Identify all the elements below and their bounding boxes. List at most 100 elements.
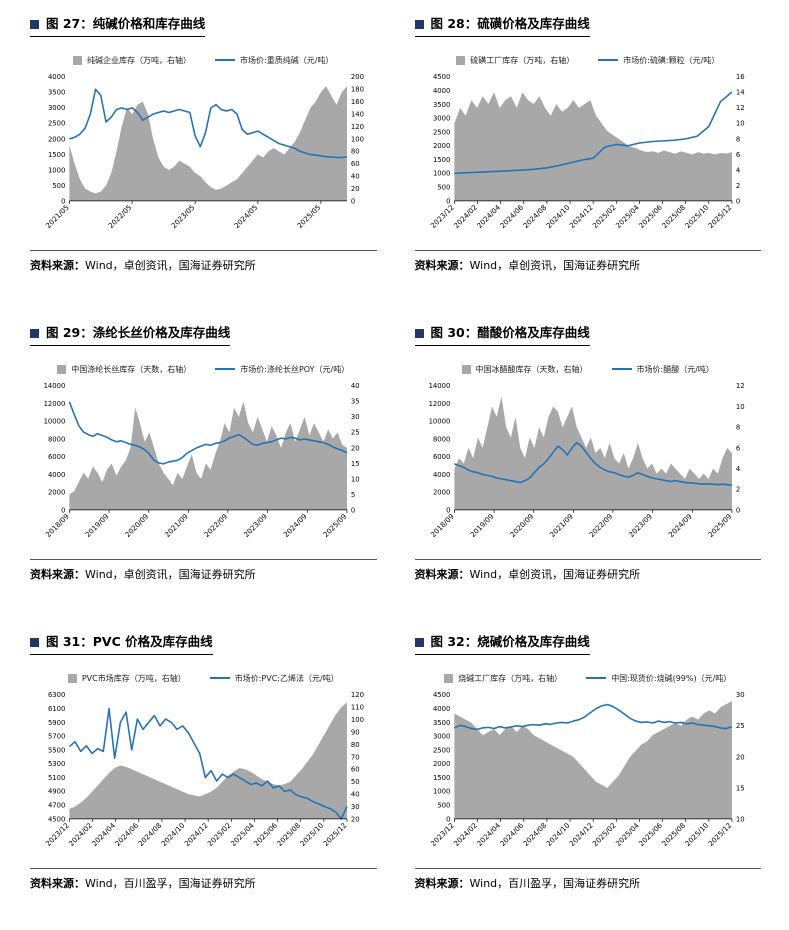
figure-29-title-text: 图 29：涤纶长丝价格及库存曲线 [46, 325, 231, 341]
svg-text:2024/04: 2024/04 [474, 820, 502, 848]
line-swatch-icon [209, 677, 230, 680]
legend-label-inventory: 中国冰醋酸库存（天数，右轴） [475, 364, 588, 374]
figure-28-title: 图 28：硫磺价格及库存曲线 [414, 18, 590, 37]
svg-text:0: 0 [446, 506, 450, 514]
svg-text:2025/06: 2025/06 [636, 202, 664, 230]
svg-text:80: 80 [351, 147, 360, 155]
svg-text:0: 0 [735, 197, 739, 205]
svg-text:0: 0 [351, 506, 355, 514]
svg-text:2024/02: 2024/02 [451, 203, 478, 230]
svg-text:2023/09: 2023/09 [626, 512, 653, 539]
figure-29-legend: 中国涤纶长丝库存（天数，右轴） 市场价:涤纶长丝POY（元/吨） [30, 364, 377, 375]
svg-text:5700: 5700 [48, 732, 66, 740]
svg-text:6300: 6300 [48, 691, 66, 699]
svg-text:10: 10 [735, 815, 744, 823]
svg-text:120: 120 [351, 123, 364, 131]
legend-item-price: 市场价:硫磺:颗粒（元/吨） [598, 55, 719, 66]
figure-32-chart-canvas: 0 500 1000 1500 2000 2500 3000 3500 4000 4500 10 15… [415, 687, 762, 866]
svg-text:2025/02: 2025/02 [206, 820, 233, 847]
svg-text:14000: 14000 [428, 382, 450, 390]
svg-text:500: 500 [437, 801, 450, 809]
svg-text:60: 60 [351, 765, 360, 773]
svg-text:15: 15 [351, 459, 360, 467]
svg-text:2023/12: 2023/12 [428, 203, 455, 230]
title-bullet-icon [414, 20, 424, 29]
svg-text:2020/09: 2020/09 [123, 512, 150, 539]
area-swatch-icon [67, 673, 77, 683]
svg-text:2025/02: 2025/02 [590, 203, 617, 230]
svg-text:2018/09: 2018/09 [428, 512, 455, 539]
figure-27-title-text: 图 27：纯碱价格和库存曲线 [46, 16, 206, 32]
svg-text:1500: 1500 [48, 151, 66, 159]
area-swatch-icon [461, 364, 471, 374]
figure-30: 图 30：醋酸价格及库存曲线 中国冰醋酸库存（天数，右轴） 市场价:醋酸（元/吨… [414, 325, 762, 582]
svg-text:16: 16 [735, 73, 744, 81]
figure-28-legend: 硫磺工厂库存（万吨，右轴） 市场价:硫磺:颗粒（元/吨） [415, 55, 762, 66]
svg-text:4000: 4000 [432, 87, 450, 95]
figure-29-chart-canvas: 0 2000 4000 6000 8000 10000 12000 14000 0 5 10 15 20… [30, 378, 377, 557]
svg-text:70: 70 [351, 753, 360, 761]
svg-text:2024/05: 2024/05 [232, 203, 259, 230]
figure-29-source-note: 资料来源：Wind，卓创资讯，国海证券研究所 [30, 558, 377, 582]
area-swatch-icon [57, 364, 67, 374]
svg-text:2025/06: 2025/06 [636, 820, 664, 848]
svg-text:2019/09: 2019/09 [468, 512, 495, 539]
legend-label-price: 市场价:醋酸（元/吨） [636, 364, 714, 374]
svg-text:2023/12: 2023/12 [44, 820, 71, 847]
svg-text:2022/09: 2022/09 [202, 512, 229, 539]
svg-text:0: 0 [735, 506, 739, 514]
svg-text:160: 160 [351, 98, 364, 106]
svg-text:2023/12: 2023/12 [428, 820, 455, 847]
source-label: 资料来源： [30, 258, 85, 272]
svg-text:2000: 2000 [432, 760, 450, 768]
legend-item-inventory: 硫磺工厂库存（万吨，右轴） [456, 55, 574, 66]
figure-30-title-text: 图 30：醋酸价格及库存曲线 [430, 325, 590, 341]
svg-text:30: 30 [735, 691, 744, 699]
figure-27-chart-canvas: 0 500 1000 1500 2000 2500 3000 3500 4000 0 20 40 60 8… [30, 69, 377, 248]
svg-text:3000: 3000 [432, 732, 450, 740]
svg-text:2025/09: 2025/09 [321, 512, 348, 539]
figure-28: 图 28：硫磺价格及库存曲线 硫磺工厂库存（万吨，右轴） 市场价:硫磺:颗粒（元… [414, 16, 762, 273]
svg-text:2024/06: 2024/06 [113, 820, 141, 848]
svg-text:2024/12: 2024/12 [567, 203, 594, 230]
svg-text:2025/12: 2025/12 [706, 820, 733, 847]
legend-label-inventory: PVC市场库存（万吨，右轴） [81, 673, 186, 683]
figure-29: 图 29：涤纶长丝价格及库存曲线 中国涤纶长丝库存（天数，右轴） 市场价:涤纶长… [30, 325, 377, 582]
svg-text:2021/05: 2021/05 [44, 203, 71, 230]
svg-text:10000: 10000 [428, 417, 450, 425]
svg-text:20: 20 [351, 185, 360, 193]
figure-30-chart-canvas: 0 2000 4000 6000 8000 10000 12000 14000 0 2 4 6 8 10 1… [415, 378, 762, 557]
legend-label-inventory: 硫磺工厂库存（万吨，右轴） [470, 55, 575, 65]
svg-text:14000: 14000 [44, 382, 66, 390]
svg-text:2024/12: 2024/12 [182, 820, 209, 847]
svg-text:2020/09: 2020/09 [508, 512, 535, 539]
line-swatch-icon [586, 677, 607, 680]
svg-text:5900: 5900 [48, 718, 66, 726]
svg-text:20: 20 [351, 444, 360, 452]
legend-label-inventory: 中国涤纶长丝库存（天数，右轴） [71, 364, 192, 374]
svg-text:4500: 4500 [432, 73, 450, 81]
svg-text:40: 40 [351, 382, 360, 390]
legend-item-price: 市场价:PVC:乙烯法（元/吨） [209, 673, 339, 684]
svg-text:10: 10 [735, 119, 744, 127]
figure-31-chart-canvas: 4500 4700 4900 5100 5300 5500 5700 5900 6100 6300… [30, 687, 377, 866]
figure-31: 图 31：PVC 价格及库存曲线 PVC市场库存（万吨，右轴） 市场价:PVC:… [30, 634, 377, 891]
svg-text:6: 6 [735, 444, 739, 452]
svg-text:0: 0 [351, 197, 355, 205]
svg-text:2025/04: 2025/04 [229, 820, 257, 848]
svg-text:2024/10: 2024/10 [159, 820, 187, 848]
svg-text:6: 6 [735, 151, 739, 159]
svg-text:4: 4 [735, 465, 739, 473]
svg-text:4500: 4500 [432, 691, 450, 699]
svg-text:2: 2 [735, 182, 739, 190]
svg-text:0: 0 [61, 506, 65, 514]
svg-text:1500: 1500 [432, 156, 450, 164]
figure-31-title-row: 图 31：PVC 价格及库存曲线 [30, 634, 377, 655]
figure-27: 图 27：纯碱价格和库存曲线 纯碱企业库存（万吨，右轴） 市场价:重质纯碱（元/… [30, 16, 377, 273]
svg-text:4000: 4000 [432, 705, 450, 713]
svg-text:5500: 5500 [48, 746, 66, 754]
svg-text:2023/05: 2023/05 [169, 203, 196, 230]
legend-label-inventory: 纯碱企业库存（万吨，右轴） [87, 55, 192, 65]
svg-text:200: 200 [351, 73, 364, 81]
svg-text:1000: 1000 [432, 787, 450, 795]
